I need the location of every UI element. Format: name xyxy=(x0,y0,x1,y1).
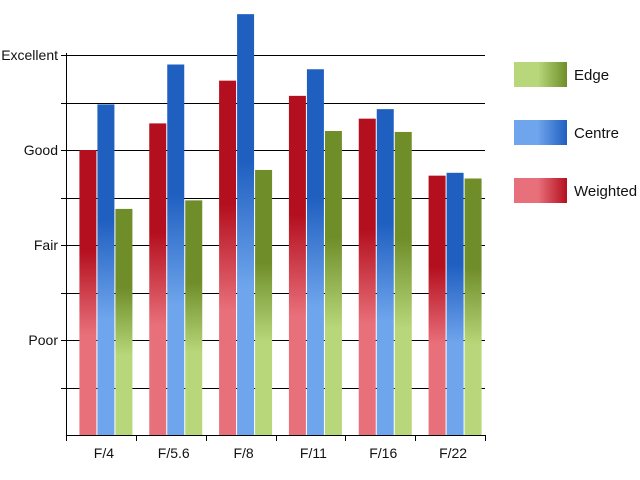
bar-edge-f-22 xyxy=(464,178,482,435)
bar-centre-f-16 xyxy=(376,109,394,436)
legend-swatch-edge xyxy=(514,62,567,87)
bar-centre-f-4 xyxy=(97,104,115,436)
x-tick-label-f-22: F/22 xyxy=(439,445,467,461)
y-tick-label-poor: Poor xyxy=(28,332,58,348)
x-tick-label-f-16: F/16 xyxy=(369,445,397,461)
y-tick-label-excellent: Excellent xyxy=(1,47,58,63)
bar-weighted-f-8 xyxy=(219,80,237,436)
bar-edge-f-11 xyxy=(324,131,342,435)
x-tick-label-f-11: F/11 xyxy=(300,445,327,461)
bar-edge-f-8 xyxy=(255,169,273,435)
legend-label-centre: Centre xyxy=(574,125,619,142)
bar-weighted-f-5-6 xyxy=(149,123,167,436)
y-tick-labels: Poor Fair Good Excellent xyxy=(1,47,58,348)
bar-centre-f-11 xyxy=(306,69,324,435)
bar-weighted-f-4 xyxy=(79,150,97,435)
bar-weighted-f-11 xyxy=(288,95,306,435)
legend-swatch-centre xyxy=(514,120,567,145)
bar-centre-f-8 xyxy=(237,14,255,436)
bar-weighted-f-22 xyxy=(428,175,446,435)
x-tick-labels: F/4 F/5.6 F/8 F/11 F/16 F/22 xyxy=(94,445,468,461)
axes xyxy=(61,53,486,441)
bar-centre-f-5-6 xyxy=(167,64,185,435)
bar-edge-f-4 xyxy=(115,208,133,435)
legend-label-edge: Edge xyxy=(574,67,609,84)
y-tick-label-fair: Fair xyxy=(34,237,58,253)
bar-weighted-f-16 xyxy=(358,118,376,436)
legend: Edge Centre Weighted xyxy=(514,62,637,203)
bars xyxy=(79,14,482,436)
x-tick-label-f-5-6: F/5.6 xyxy=(158,445,190,461)
y-tick-label-good: Good xyxy=(24,142,58,158)
gridlines xyxy=(66,55,485,389)
legend-label-weighted: Weighted xyxy=(574,183,637,200)
x-tick-label-f-4: F/4 xyxy=(94,445,114,461)
x-tick-label-f-8: F/8 xyxy=(233,445,253,461)
bar-centre-f-22 xyxy=(446,172,464,436)
legend-swatch-weighted xyxy=(514,178,567,203)
bar-edge-f-5-6 xyxy=(185,200,203,435)
bar-edge-f-16 xyxy=(394,131,412,435)
